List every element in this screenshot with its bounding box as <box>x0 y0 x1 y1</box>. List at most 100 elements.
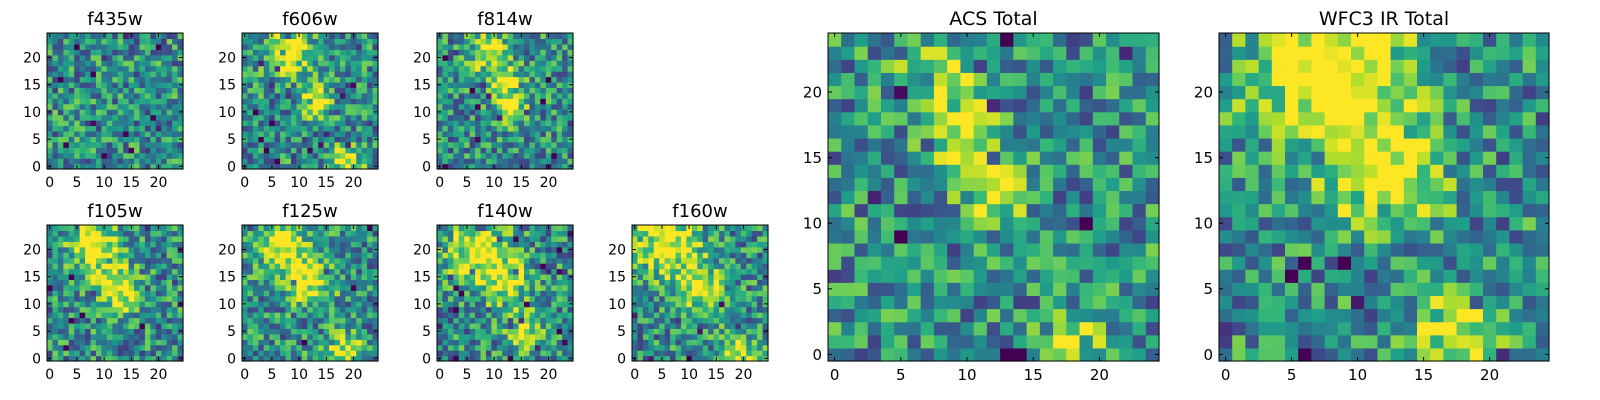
heatmap-cell <box>713 252 720 259</box>
heatmap-cell <box>691 306 698 313</box>
heatmap-cell <box>134 235 141 242</box>
heatmap-cell <box>729 333 736 340</box>
heatmap-cell <box>356 136 363 143</box>
heatmap-cell <box>697 306 704 313</box>
heatmap-cell <box>117 114 124 121</box>
heatmap-cell <box>746 257 753 264</box>
heatmap-cell <box>52 306 59 313</box>
heatmap-cell <box>47 279 54 286</box>
heatmap-cell <box>57 333 64 340</box>
heatmap-cell <box>485 350 492 357</box>
heatmap-cell <box>372 147 379 154</box>
heatmap-cell <box>106 317 113 324</box>
heatmap-cell <box>691 284 698 291</box>
heatmap-cell <box>534 147 541 154</box>
heatmap-cell <box>534 98 541 105</box>
heatmap-cell <box>664 263 671 270</box>
heatmap-cell <box>117 257 124 264</box>
heatmap-cell <box>155 350 162 357</box>
heatmap-cell <box>880 256 895 270</box>
heatmap-cell <box>329 43 336 50</box>
heatmap-cell <box>702 328 709 335</box>
heatmap-cell <box>453 54 460 61</box>
heatmap-cell <box>545 317 552 324</box>
heatmap-cell <box>356 284 363 291</box>
heatmap-cell <box>139 328 146 335</box>
heatmap-cell <box>757 355 764 362</box>
heatmap-cell <box>502 92 509 99</box>
heatmap-cell <box>247 235 254 242</box>
heatmap-cell <box>442 130 449 137</box>
heatmap-cell <box>95 103 102 110</box>
heatmap-cell <box>540 130 547 137</box>
heatmap-cell <box>746 290 753 297</box>
heatmap-cell <box>106 350 113 357</box>
heatmap-cell <box>144 284 151 291</box>
heatmap-cell <box>334 141 341 148</box>
heatmap-cell <box>637 339 644 346</box>
heatmap-cell <box>307 125 314 132</box>
heatmap-cell <box>529 158 536 165</box>
heatmap-cell <box>697 344 704 351</box>
heatmap-cell <box>296 257 303 264</box>
heatmap-cell <box>762 279 769 286</box>
heatmap-cell <box>296 147 303 154</box>
heatmap-cell <box>112 306 119 313</box>
heatmap-cell <box>556 92 563 99</box>
heatmap-cell <box>334 273 341 280</box>
heatmap-cell <box>464 350 471 357</box>
heatmap-cell <box>85 130 92 137</box>
heatmap-cell <box>485 301 492 308</box>
heatmap-cell <box>172 163 179 170</box>
heatmap-cell <box>480 87 487 94</box>
heatmap-cell <box>986 177 1001 192</box>
heatmap-cell <box>1079 229 1094 244</box>
heatmap-cell <box>356 306 363 313</box>
heatmap-cell <box>350 147 357 154</box>
heatmap-cell <box>480 147 487 154</box>
heatmap-cell <box>686 257 693 264</box>
heatmap-cell <box>518 60 525 67</box>
heatmap-cell <box>469 301 476 308</box>
heatmap-cell <box>356 65 363 72</box>
heatmap-cell <box>464 246 471 253</box>
heatmap-cell <box>447 350 454 357</box>
heatmap-cell <box>139 125 146 132</box>
heatmap-cell <box>345 43 352 50</box>
heatmap-cell <box>274 76 281 83</box>
heatmap-cell <box>1026 256 1041 270</box>
heatmap-cell <box>57 109 64 116</box>
heatmap-cell <box>247 312 254 319</box>
heatmap-cell <box>480 230 487 237</box>
heatmap-cell <box>161 273 168 280</box>
heatmap-cell <box>172 306 179 313</box>
heatmap-cell <box>367 158 374 165</box>
heatmap-cell <box>63 295 70 302</box>
heatmap-cell <box>329 268 336 275</box>
heatmap-cell <box>841 334 856 349</box>
heatmap-cell <box>74 49 81 56</box>
heatmap-cell <box>318 263 325 270</box>
heatmap-cell <box>312 263 319 270</box>
heatmap-cell <box>534 263 541 270</box>
heatmap-cell <box>285 225 292 232</box>
heatmap-cell <box>258 312 265 319</box>
heatmap-cell <box>269 301 276 308</box>
heatmap-cell <box>57 225 64 232</box>
heatmap-cell <box>447 279 454 286</box>
heatmap-cell <box>724 252 731 259</box>
heatmap-cell <box>751 284 758 291</box>
heatmap-cell <box>161 120 168 127</box>
heatmap-cell <box>90 279 97 286</box>
heatmap-cell <box>117 38 124 45</box>
heatmap-cell <box>329 114 336 121</box>
heatmap-cell <box>513 312 520 319</box>
heatmap-cell <box>79 279 86 286</box>
heatmap-cell <box>139 339 146 346</box>
heatmap-cell <box>242 290 249 297</box>
heatmap-cell <box>1000 321 1014 336</box>
heatmap-cell <box>680 328 687 335</box>
heatmap-cell <box>57 284 64 291</box>
heatmap-cell <box>312 306 319 313</box>
heatmap-cell <box>339 87 346 94</box>
